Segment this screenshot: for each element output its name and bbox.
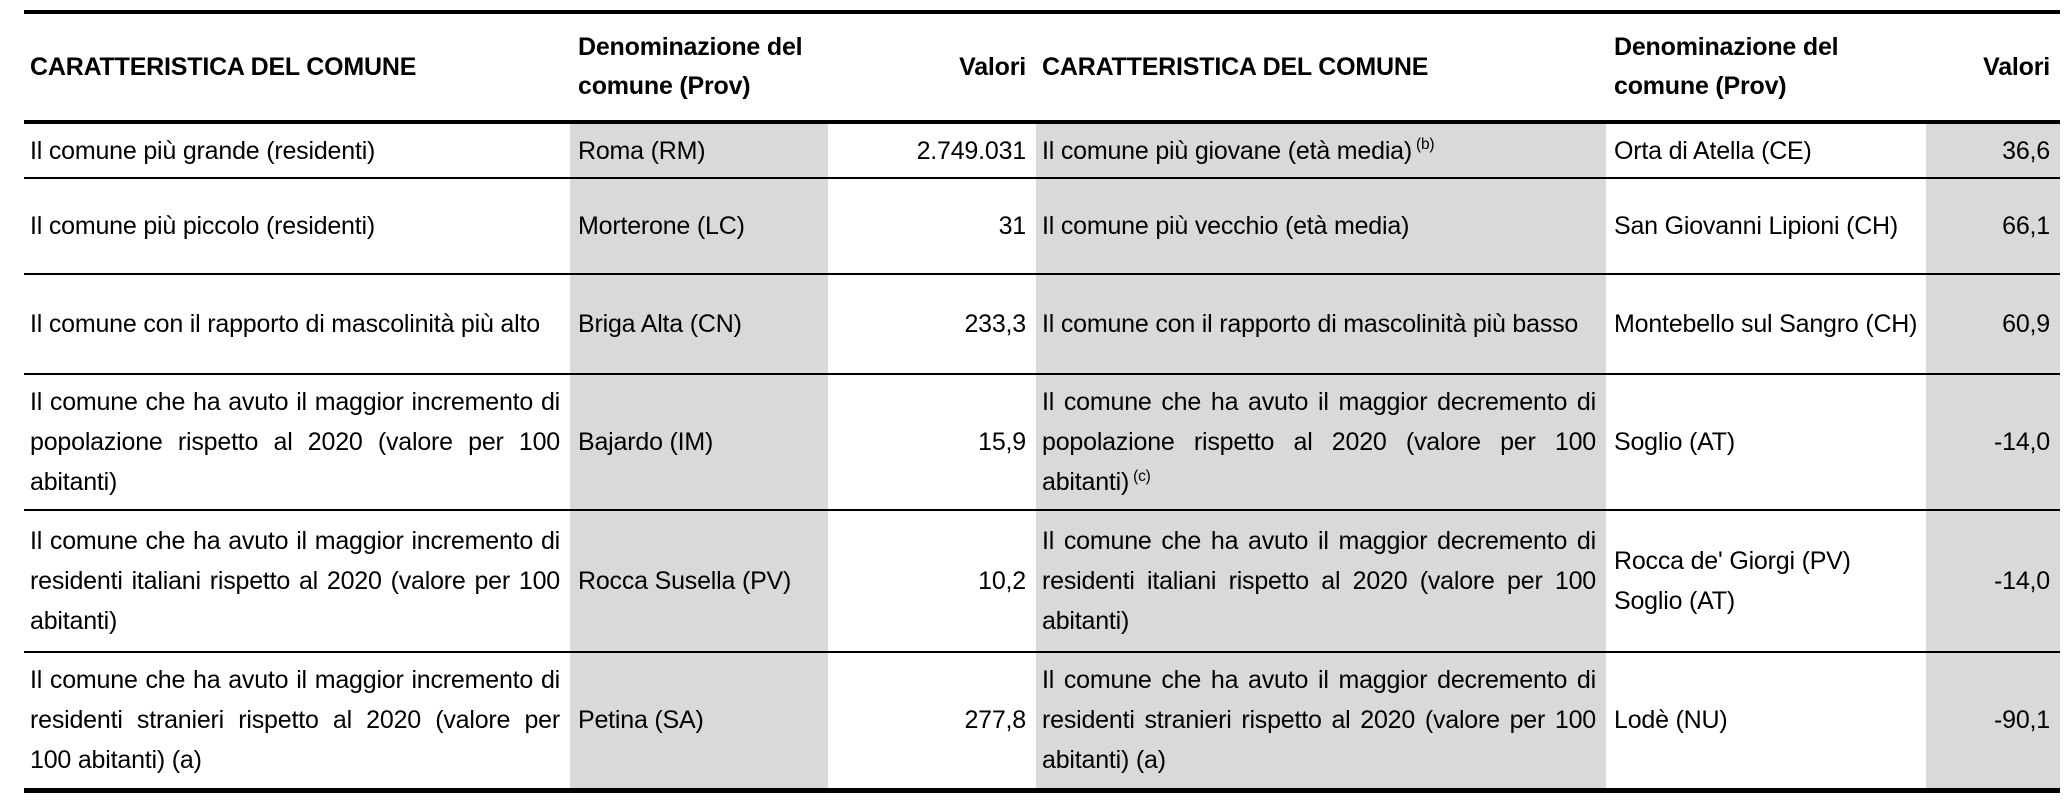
header-valori-left: Valori [828,12,1036,124]
cell-comune-right: Lodè (NU) [1614,706,1728,735]
cell-valore-left: 2.749.031 [916,136,1027,165]
cell-valore-left: 15,9 [978,428,1026,456]
cell-valore-right: 36,6 [1926,122,2060,178]
table-row: Il comune con il rapporto di mascolinità… [24,274,2060,374]
cell-characteristic-left: Il comune più grande (residenti) [30,136,376,165]
cell-characteristic-left: Il comune che ha avuto il maggior increm… [30,527,560,635]
cell-comune-right: Montebello sul Sangro (CH) [1614,310,1918,338]
cell-comune-left: Briga Alta (CN) [570,274,828,374]
cell-valore-right: -14,0 [1926,510,2060,652]
table-row: Il comune che ha avuto il maggior increm… [24,652,2060,790]
header-denominazione-left: Denominazione del comune (Prov) [570,12,828,124]
cell-valore-left: 31 [998,212,1027,240]
cell-characteristic-right: Il comune che ha avuto il maggior decrem… [1036,374,1606,510]
cell-valore-right: -14,0 [1926,374,2060,510]
table-header: CARATTERISTICA DEL COMUNE Denominazione … [24,12,2060,124]
cell-comune-left: Petina (SA) [570,652,828,790]
table-body: Il comune più grande (residenti) Roma (RM… [24,122,2060,790]
table-row: Il comune che ha avuto il maggior increm… [24,374,2060,510]
cell-comune-left: Morterone (LC) [570,178,828,274]
header-caratteristica-left: CARATTERISTICA DEL COMUNE [24,12,570,124]
cell-characteristic-right: Il comune che ha avuto il maggior decrem… [1036,510,1606,652]
table-row: Il comune più piccolo (residenti) Mortero… [24,178,2060,274]
cell-valore-right: -90,1 [1926,652,2060,790]
cell-valore-right: 60,9 [1926,274,2060,374]
header-valori-right: Valori [1926,12,2060,124]
cell-valore-left: 233,3 [964,310,1026,338]
cell-characteristic-right: Il comune che ha avuto il maggior decrem… [1036,652,1606,790]
cell-comune-left: Bajardo (IM) [570,374,828,510]
cell-comune-right: San Giovanni Lipioni (CH) [1614,212,1899,240]
header-caratteristica-right: CARATTERISTICA DEL COMUNE [1036,12,1606,124]
cell-characteristic-right: Il comune con il rapporto di mascolinità… [1036,274,1606,374]
footnote-marker: (c) [1133,467,1151,485]
cell-comune-right: Rocca de' Giorgi (PV) Soglio (AT) [1614,547,1851,615]
cell-characteristic-left: Il comune con il rapporto di mascolinità… [30,310,540,338]
cell-characteristic-left: Il comune che ha avuto il maggior increm… [30,388,560,496]
cell-valore-left: 277,8 [964,706,1026,735]
cell-characteristic-left: Il comune più piccolo (residenti) [30,212,375,240]
table-row: Il comune che ha avuto il maggior increm… [24,510,2060,652]
cell-characteristic-right: Il comune più vecchio (età media) [1036,178,1606,274]
cell-valore-right: 66,1 [1926,178,2060,274]
header-row: CARATTERISTICA DEL COMUNE Denominazione … [24,12,2060,124]
cell-valore-left: 10,2 [978,567,1026,595]
cell-characteristic-left: Il comune che ha avuto il maggior increm… [30,666,560,775]
cell-characteristic-right: Il comune più giovane (età media) (b) [1036,122,1606,178]
table-row: Il comune più grande (residenti) Roma (RM… [24,122,2060,178]
cell-comune-right: Soglio (AT) [1614,428,1735,456]
cell-comune-left: Roma (RM) [570,122,828,178]
header-denominazione-right: Denominazione del comune (Prov) [1606,12,1926,124]
municipalities-records-table: CARATTERISTICA DEL COMUNE Denominazione … [24,10,2060,793]
cell-comune-left: Rocca Susella (PV) [570,510,828,652]
cell-comune-right: Orta di Atella (CE) [1614,136,1812,165]
footnote-marker: (b) [1416,136,1435,154]
